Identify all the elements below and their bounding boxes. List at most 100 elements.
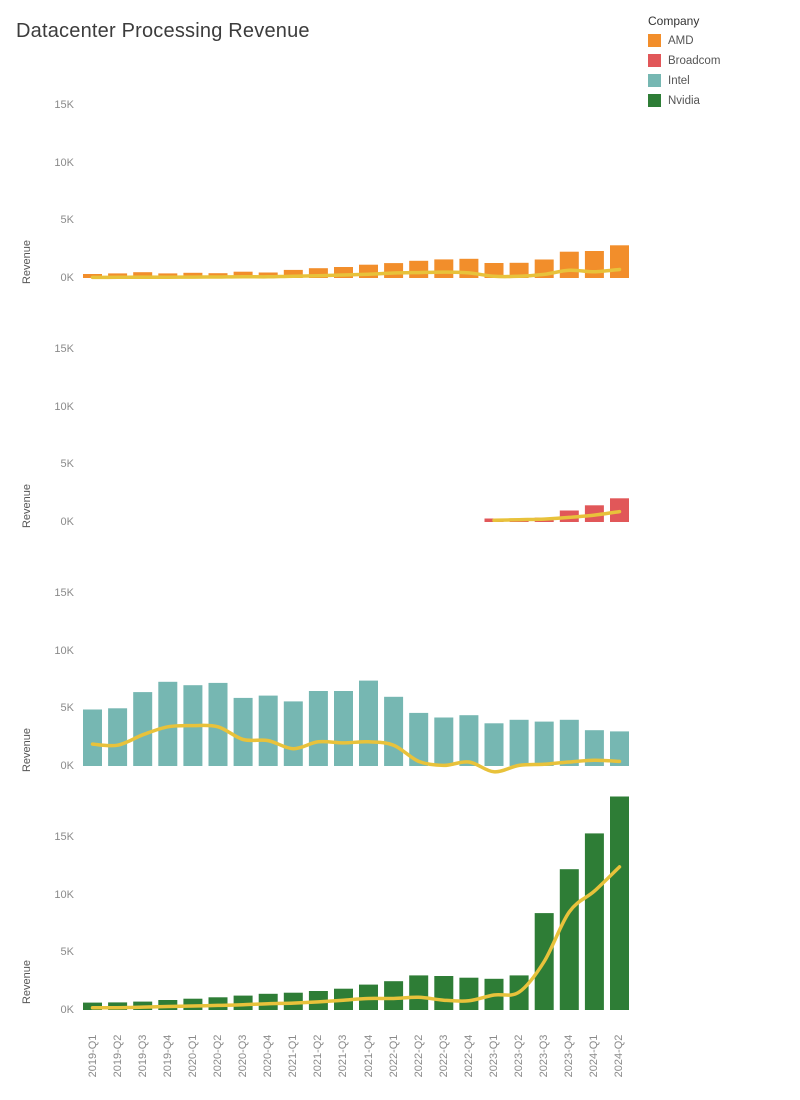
y-tick-label: 10K <box>54 888 74 901</box>
panel-intel: Revenue 0K 5K 10K 15K <box>0 578 800 774</box>
y-tick-label: 15K <box>54 830 74 843</box>
x-tick-label: 2023-Q4 <box>563 1034 576 1078</box>
revenue-bar-nvidia-2022-Q1[interactable] <box>384 981 404 1010</box>
revenue-bar-intel-2019-Q4[interactable] <box>158 681 178 766</box>
revenue-bar-nvidia-2022-Q2[interactable] <box>409 975 429 1010</box>
revenue-bar-amd-2022-Q1[interactable] <box>384 263 404 278</box>
revenue-bar-amd-2021-Q1[interactable] <box>283 269 303 278</box>
y-tick-label: 0K <box>60 760 74 772</box>
x-tick-label: 2021-Q3 <box>337 1034 350 1078</box>
revenue-bar-nvidia-2020-Q4[interactable] <box>258 993 278 1010</box>
revenue-bar-intel-2020-Q3[interactable] <box>233 697 253 766</box>
x-tick-label: 2021-Q1 <box>287 1034 300 1078</box>
revenue-bar-nvidia-2022-Q3[interactable] <box>434 976 454 1010</box>
trend-line-amd <box>90 267 622 280</box>
revenue-bar-intel-2022-Q2[interactable] <box>409 712 429 766</box>
revenue-bar-nvidia-2023-Q4[interactable] <box>559 869 579 1010</box>
revenue-bar-intel-2019-Q2[interactable] <box>108 708 128 766</box>
revenue-bar-amd-2023-Q4[interactable] <box>559 251 579 278</box>
y-tick-label: 15K <box>54 342 74 355</box>
legend-item-nvidia[interactable]: Nvidia <box>648 94 720 107</box>
revenue-bar-intel-2020-Q2[interactable] <box>208 682 228 766</box>
amd-chart <box>83 245 629 280</box>
revenue-bar-nvidia-2024-Q2[interactable] <box>610 796 629 1011</box>
panel-nvidia: Revenue 0K 5K 10K 15K <box>0 790 800 1016</box>
revenue-bar-intel-2021-Q4[interactable] <box>359 680 378 766</box>
y-tick-label: 5K <box>60 946 74 959</box>
y-tick-label: 15K <box>54 98 74 111</box>
revenue-bar-intel-2021-Q1[interactable] <box>283 701 303 766</box>
y-tick-label: 0K <box>60 516 74 528</box>
legend-item-label: Nvidia <box>668 94 700 107</box>
page-title: Datacenter Processing Revenue <box>16 20 310 42</box>
panel-amd: Revenue 0K 5K 10K 15K <box>0 90 800 284</box>
y-tick-label: 0K <box>60 272 74 284</box>
revenue-bar-intel-2019-Q3[interactable] <box>133 692 153 766</box>
revenue-bar-intel-2022-Q3[interactable] <box>434 717 454 767</box>
nvidia-chart <box>83 796 629 1011</box>
x-tick-label: 2019-Q1 <box>86 1034 99 1078</box>
revenue-bar-intel-2023-Q3[interactable] <box>534 721 554 766</box>
x-tick-label: 2019-Q2 <box>111 1034 124 1078</box>
revenue-bar-nvidia-2022-Q4[interactable] <box>459 977 479 1010</box>
revenue-bar-amd-2020-Q3[interactable] <box>233 271 253 278</box>
x-tick-label: 2021-Q4 <box>362 1034 375 1078</box>
x-tick-label: 2019-Q3 <box>136 1034 149 1078</box>
legend-swatch-icon <box>648 54 661 67</box>
revenue-bar-intel-2022-Q4[interactable] <box>459 715 479 766</box>
y-axis-ticks: 0K 5K 10K 15K <box>0 90 74 284</box>
legend-item-intel[interactable]: Intel <box>648 74 720 87</box>
y-tick-label: 5K <box>60 702 74 715</box>
trend-line-nvidia <box>90 865 622 1010</box>
revenue-bar-intel-2022-Q1[interactable] <box>384 696 404 766</box>
x-tick-label: 2024-Q2 <box>613 1034 626 1078</box>
revenue-bar-amd-2024-Q1[interactable] <box>584 251 604 278</box>
revenue-bar-intel-2024-Q2[interactable] <box>610 731 629 766</box>
revenue-bar-intel-2024-Q1[interactable] <box>584 730 604 766</box>
y-tick-label: 0K <box>60 1004 74 1016</box>
revenue-bar-intel-2019-Q1[interactable] <box>83 709 102 767</box>
revenue-bar-intel-2023-Q2[interactable] <box>509 719 529 766</box>
revenue-bar-amd-2022-Q3[interactable] <box>434 259 454 278</box>
x-tick-label: 2020-Q4 <box>262 1034 275 1078</box>
revenue-bar-nvidia-2024-Q1[interactable] <box>584 833 604 1010</box>
x-tick-label: 2023-Q1 <box>488 1034 500 1078</box>
revenue-bar-intel-2020-Q4[interactable] <box>258 695 278 766</box>
x-tick-label: 2023-Q2 <box>513 1034 526 1078</box>
legend-items: AMD Broadcom Intel Nvidia <box>648 34 720 107</box>
x-tick-label: 2019-Q4 <box>161 1034 174 1078</box>
revenue-bar-intel-2023-Q4[interactable] <box>559 719 579 766</box>
y-axis-ticks: 0K 5K 10K 15K <box>0 578 74 772</box>
intel-chart <box>83 680 629 774</box>
revenue-bar-amd-2022-Q2[interactable] <box>409 260 429 278</box>
x-tick-label: 2021-Q2 <box>312 1034 325 1078</box>
legend-item-amd[interactable]: AMD <box>648 34 720 47</box>
legend-swatch-icon <box>648 34 661 47</box>
legend-swatch-icon <box>648 74 661 87</box>
x-tick-label: 2022-Q3 <box>437 1034 450 1078</box>
y-tick-label: 10K <box>54 400 74 413</box>
y-tick-label: 10K <box>54 156 74 169</box>
y-axis-ticks: 0K 5K 10K 15K <box>0 334 74 528</box>
revenue-bar-amd-2021-Q3[interactable] <box>334 267 353 278</box>
y-tick-label: 5K <box>60 214 74 227</box>
x-tick-label: 2020-Q3 <box>237 1034 250 1078</box>
revenue-bar-amd-2024-Q2[interactable] <box>610 245 629 278</box>
x-tick-label: 2022-Q2 <box>412 1034 425 1078</box>
x-tick-label: 2023-Q3 <box>538 1034 551 1078</box>
x-tick-label: 2020-Q2 <box>212 1034 224 1078</box>
y-tick-label: 5K <box>60 458 74 471</box>
revenue-bar-amd-2019-Q3[interactable] <box>133 272 153 278</box>
legend-item-label: Broadcom <box>668 54 721 67</box>
x-tick-label: 2022-Q4 <box>462 1034 475 1078</box>
revenue-bar-amd-2021-Q2[interactable] <box>308 268 328 278</box>
revenue-bar-intel-2021-Q2[interactable] <box>308 691 328 766</box>
legend-title: Company <box>648 14 700 28</box>
revenue-bar-intel-2023-Q1[interactable] <box>484 723 504 766</box>
legend-item-broadcom[interactable]: Broadcom <box>648 54 720 67</box>
y-tick-label: 15K <box>54 586 74 599</box>
revenue-bar-amd-2023-Q2[interactable] <box>509 262 529 278</box>
revenue-bar-intel-2021-Q3[interactable] <box>334 691 353 766</box>
broadcom-chart <box>484 498 629 523</box>
